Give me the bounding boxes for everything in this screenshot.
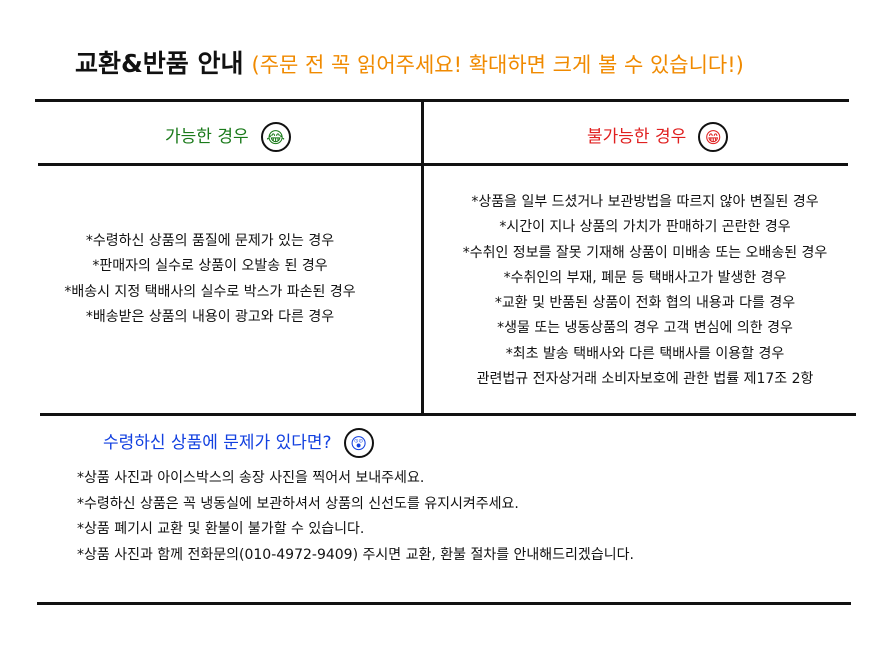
list-item: *상품 사진과 함께 전화문의(010-4972-9409) 주시면 교환, 환… — [77, 546, 634, 563]
divider-top — [35, 99, 849, 102]
impossible-list: *상품을 일부 드셨거나 보관방법을 따르지 않아 변질된 경우 *시간이 지나… — [430, 190, 860, 392]
list-item: *시간이 지나 상품의 가치가 판매하기 곤란한 경우 — [499, 219, 791, 236]
list-item: *상품 폐기시 교환 및 환불이 불가할 수 있습니다. — [77, 521, 365, 537]
problem-heading: 수령하신 상품에 문제가 있다면? 😲 — [103, 428, 374, 458]
list-item: *판매자의 실수로 상품이 오발송 된 경우 — [92, 258, 328, 275]
shocked-face-icon: 😲 — [343, 428, 374, 458]
list-item: *최초 발송 택배사와 다른 택배사를 이용할 경우 — [505, 345, 785, 362]
problem-heading-text: 수령하신 상품에 문제가 있다면? — [103, 433, 332, 453]
list-item: *상품을 일부 드셨거나 보관방법을 따르지 않아 변질된 경우 — [471, 194, 819, 210]
list-item: *수령하신 상품은 꼭 냉동실에 보관하셔서 상품의 신선도를 유지시켜주세요. — [77, 495, 519, 512]
divider-bottom — [37, 602, 851, 605]
list-item: *수취인 정보를 잘못 기재해 상품이 미배송 또는 오배송된 경우 — [462, 244, 828, 261]
list-item: *배송시 지정 택배사의 실수로 박스가 파손된 경우 — [64, 283, 356, 300]
list-item: *상품 사진과 아이스박스의 송장 사진을 찍어서 보내주세요. — [77, 470, 425, 486]
possible-heading-text: 가능한 경우 — [165, 127, 249, 147]
grinning-face-icon: 😁 — [698, 122, 729, 152]
possible-heading: 가능한 경우 😂 — [165, 122, 291, 152]
list-item: *수취인의 부재, 폐문 등 택배사고가 발생한 경우 — [503, 269, 787, 286]
problem-list: *상품 사진과 아이스박스의 송장 사진을 찍어서 보내주세요. *수령하신 상… — [77, 466, 634, 568]
possible-list: *수령하신 상품의 품질에 문제가 있는 경우 *판매자의 실수로 상품이 오발… — [30, 229, 390, 330]
title-text: 교환&반품 안내 — [75, 49, 244, 78]
impossible-heading: 불가능한 경우 😁 — [587, 122, 729, 152]
impossible-heading-text: 불가능한 경우 — [587, 127, 687, 147]
divider-middle — [40, 413, 856, 416]
list-item: *수령하신 상품의 품질에 문제가 있는 경우 — [85, 233, 335, 249]
divider-header — [38, 163, 848, 166]
list-item: *생물 또는 냉동상품의 경우 고객 변심에 의한 경우 — [497, 320, 793, 337]
crying-laughing-face-icon: 😂 — [260, 122, 291, 152]
page-title: 교환&반품 안내 (주문 전 꼭 읽어주세요! 확대하면 크게 볼 수 있습니다!… — [75, 44, 744, 80]
subtitle: (주문 전 꼭 읽어주세요! 확대하면 크게 볼 수 있습니다!) — [251, 53, 744, 77]
divider-vertical — [421, 100, 424, 414]
list-item: *배송받은 상품의 내용이 광고와 다른 경우 — [85, 308, 335, 325]
list-item: *교환 및 반품된 상품이 전화 협의 내용과 다를 경우 — [494, 295, 796, 312]
list-item: 관련법규 전자상거래 소비자보호에 관한 법률 제17조 2항 — [476, 371, 814, 388]
